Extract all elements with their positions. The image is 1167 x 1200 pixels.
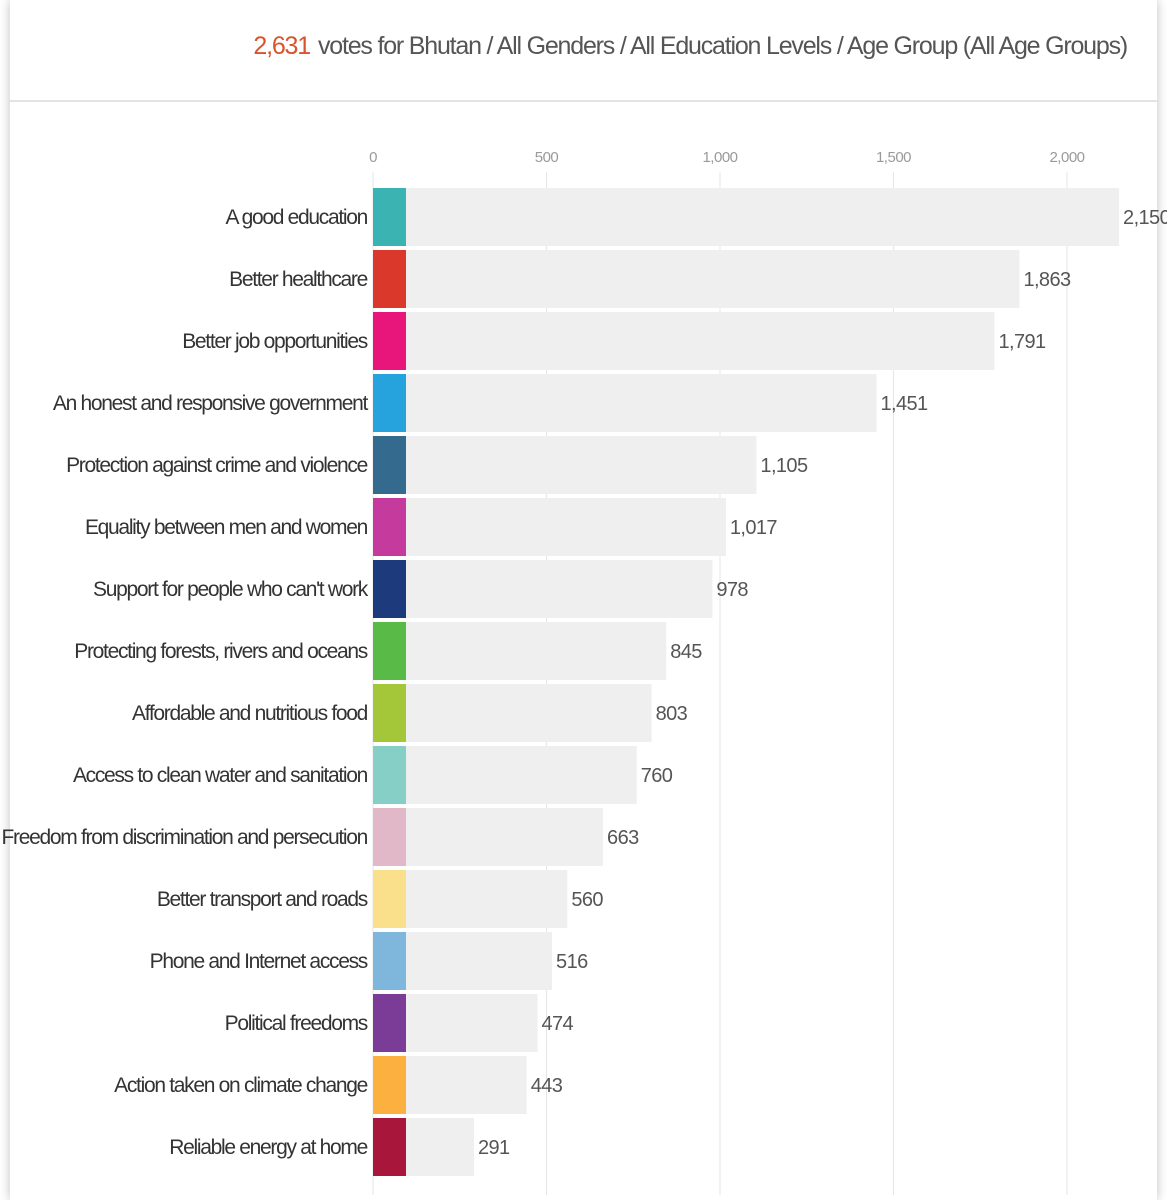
bar-color-swatch [373, 250, 406, 308]
bar [406, 746, 637, 804]
value-label: 803 [656, 703, 688, 725]
value-label: 1,017 [730, 517, 778, 539]
vote-description: votes for Bhutan / All Genders / All Edu… [317, 32, 1128, 60]
value-label: 1,863 [1023, 269, 1071, 291]
bar-color-swatch [373, 808, 406, 866]
bar [406, 436, 757, 494]
category-label: Protecting forests, rivers and oceans [74, 640, 368, 663]
value-label: 443 [531, 1075, 563, 1097]
value-label: 560 [571, 889, 603, 911]
value-label: 978 [716, 579, 748, 601]
category-label: Reliable energy at home [169, 1136, 367, 1159]
bar [406, 684, 652, 742]
value-label: 1,105 [760, 455, 808, 477]
value-label: 760 [641, 765, 673, 787]
value-label: 291 [478, 1137, 510, 1159]
chart-header: 2,631 votes for Bhutan / All Genders / Al… [10, 0, 1157, 102]
bar-color-swatch [373, 498, 406, 556]
x-tick-label: 1,500 [876, 149, 911, 166]
x-tick-label: 2,000 [1049, 149, 1084, 166]
bar-color-swatch [373, 870, 406, 928]
bar-color-swatch [373, 374, 406, 432]
bar [406, 498, 726, 556]
bar [406, 994, 538, 1052]
bar-color-swatch [373, 932, 406, 990]
value-label: 845 [670, 641, 702, 663]
bar [406, 374, 877, 432]
category-label: Better job opportunities [182, 330, 368, 353]
x-tick-label: 1,000 [702, 149, 737, 166]
category-label: Protection against crime and violence [66, 454, 368, 477]
category-label: Equality between men and women [85, 516, 368, 539]
bar [406, 622, 667, 680]
bar [406, 870, 568, 928]
bar-color-swatch [373, 622, 406, 680]
bar-color-swatch [373, 1056, 406, 1114]
category-label: Better healthcare [229, 268, 367, 291]
bar [406, 1118, 474, 1176]
x-tick-label: 500 [535, 149, 559, 166]
category-label: Political freedoms [225, 1012, 368, 1035]
bar-color-swatch [373, 746, 406, 804]
category-label: An honest and responsive government [53, 392, 369, 415]
bar [406, 188, 1120, 246]
bar-color-swatch [373, 1118, 406, 1176]
value-label: 1,451 [880, 393, 928, 415]
category-label: Support for people who can't work [93, 578, 369, 601]
bar [406, 808, 604, 866]
category-label: Freedom from discrimination and persecut… [2, 826, 368, 849]
bar-color-swatch [373, 436, 406, 494]
category-label: Phone and Internet access [150, 950, 368, 973]
bar [406, 560, 713, 618]
bar [406, 312, 995, 370]
value-label: 474 [541, 1013, 573, 1035]
bar [406, 250, 1020, 308]
value-label: 1,791 [998, 331, 1046, 353]
value-label: 663 [607, 827, 639, 849]
bar-color-swatch [373, 684, 406, 742]
chart-subtitle: 2,631 votes for Bhutan / All Genders / Al… [253, 32, 1128, 61]
vote-count: 2,631 [253, 32, 311, 60]
value-label: 516 [556, 951, 588, 973]
bar-color-swatch [373, 994, 406, 1052]
category-label: A good education [225, 206, 367, 229]
category-label: Access to clean water and sanitation [73, 764, 368, 787]
category-label: Better transport and roads [157, 888, 368, 911]
x-tick-label: 0 [369, 149, 377, 166]
bar [406, 1056, 527, 1114]
bar-color-swatch [373, 188, 406, 246]
category-label: Action taken on climate change [114, 1074, 367, 1097]
bar-color-swatch [373, 560, 406, 618]
bar-color-swatch [373, 312, 406, 370]
bar [406, 932, 553, 990]
category-label: Affordable and nutritious food [132, 702, 368, 725]
value-label: 2,150 [1123, 207, 1167, 229]
